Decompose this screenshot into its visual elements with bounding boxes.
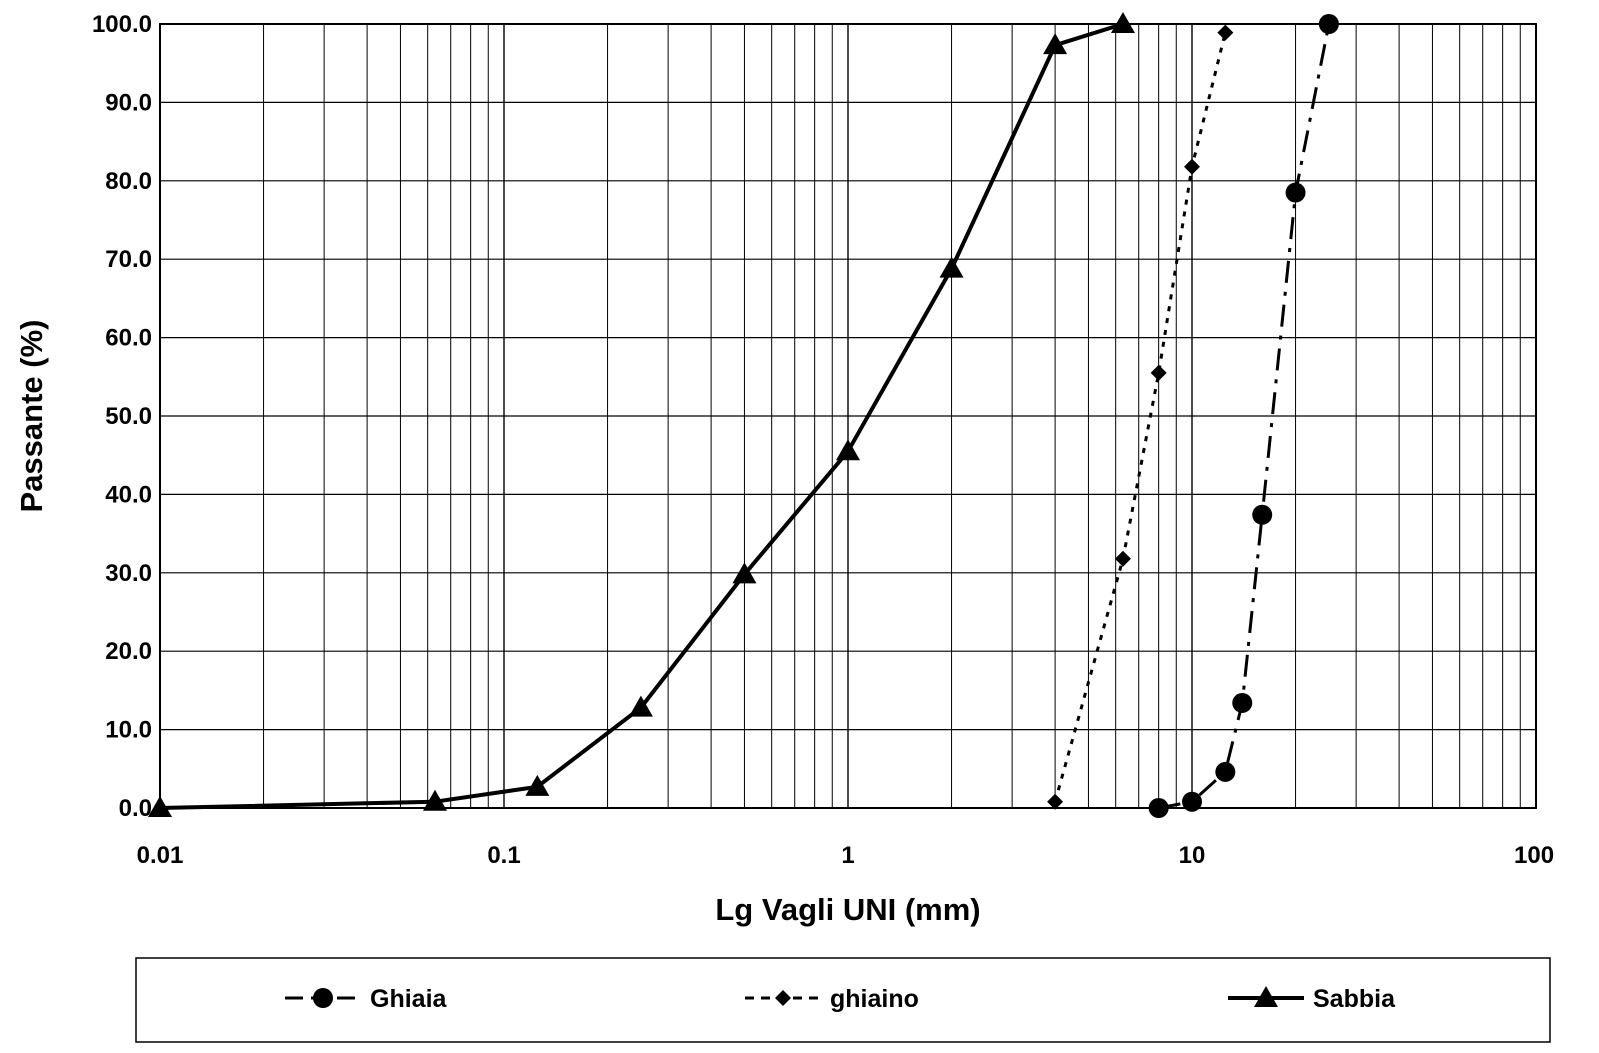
legend-entry-ghiaino: ghiaino	[745, 985, 919, 1013]
data-point-ghiaino	[1047, 793, 1064, 810]
legend-entry-sabbia: Sabbia	[1228, 985, 1396, 1013]
data-point-ghiaia	[1318, 14, 1339, 34]
data-series	[148, 12, 1339, 818]
y-tick-label: 80.0	[105, 168, 152, 195]
y-tick-label: 100.0	[92, 11, 152, 38]
data-point-sabbia	[1110, 12, 1135, 33]
legend-marker-ghiaia	[313, 988, 333, 1008]
data-point-ghiaino	[1114, 550, 1131, 567]
data-point-sabbia	[525, 774, 550, 796]
y-tick-label: 30.0	[105, 560, 152, 587]
x-tick-label: 0.1	[487, 842, 520, 869]
y-tick-label: 50.0	[105, 403, 152, 430]
legend-entry-ghiaia: Ghiaia	[285, 985, 448, 1013]
data-point-ghiaino	[1217, 24, 1234, 41]
grid	[159, 23, 1536, 809]
plot-area-frame	[159, 23, 1537, 809]
y-axis-tick-labels: 0.0 10.0 20.0 30.0 40.0 50.0 60.0 70.0 80.0 90.0 1…	[92, 11, 152, 822]
y-tick-label: 40.0	[105, 481, 152, 508]
data-point-ghiaino	[1150, 364, 1167, 381]
data-point-sabbia	[422, 789, 447, 811]
y-axis-title: Passante (%)	[14, 320, 49, 513]
x-tick-label: 100	[1514, 842, 1554, 869]
y-tick-label: 60.0	[105, 325, 152, 352]
data-point-sabbia	[732, 562, 757, 584]
x-tick-label: 1	[841, 842, 854, 869]
data-point-ghiaia	[1232, 692, 1253, 713]
y-tick-label: 70.0	[105, 246, 152, 273]
x-tick-label: 0.01	[137, 842, 184, 869]
y-tick-label: 10.0	[105, 717, 152, 744]
data-point-sabbia	[836, 439, 860, 461]
data-point-ghiaia	[1215, 761, 1236, 782]
series-sabbia	[148, 12, 1135, 817]
data-point-sabbia	[1043, 33, 1068, 55]
legend-label-ghiaino: ghiaino	[830, 985, 919, 1013]
y-tick-label: 0.0	[119, 795, 152, 822]
data-point-ghiaino	[1184, 158, 1200, 175]
data-point-ghiaia	[1285, 182, 1306, 203]
x-tick-label: 10	[1179, 842, 1206, 869]
data-point-sabbia	[148, 796, 172, 817]
legend-label-sabbia: Sabbia	[1313, 985, 1396, 1013]
data-point-sabbia	[939, 256, 964, 278]
series-line-ghiaino	[1053, 32, 1227, 803]
series-ghiaia	[1148, 14, 1339, 818]
data-point-ghiaia	[1148, 798, 1169, 818]
legend-marker-ghiaino	[775, 990, 791, 1006]
data-point-ghiaia	[1182, 791, 1202, 812]
legend-marker-sabbia	[1254, 986, 1278, 1007]
y-tick-label: 90.0	[105, 89, 152, 116]
y-tick-label: 20.0	[105, 638, 152, 665]
data-point-ghiaia	[1252, 504, 1273, 525]
legend-label-ghiaia: Ghiaia	[370, 985, 448, 1013]
series-ghiaino	[1047, 24, 1234, 810]
data-point-sabbia	[628, 695, 653, 717]
x-axis-tick-labels: 0.01 0.1 1 10 100	[137, 842, 1554, 869]
legend-box	[135, 957, 1551, 1043]
x-axis-title: Lg Vagli UNI (mm)	[715, 892, 980, 927]
legend: Ghiaia ghiaino Sabbia	[135, 957, 1551, 1043]
